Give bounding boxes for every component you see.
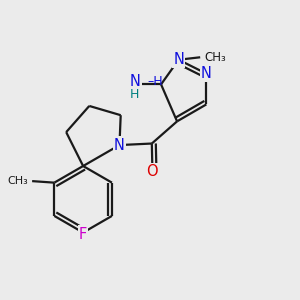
Text: O: O — [147, 164, 158, 179]
Text: H: H — [130, 88, 140, 101]
Text: CH₃: CH₃ — [205, 51, 226, 64]
Text: N: N — [201, 66, 212, 81]
Text: N: N — [114, 138, 125, 153]
Text: N: N — [129, 74, 140, 89]
Text: N: N — [173, 52, 184, 67]
Text: F: F — [79, 226, 87, 242]
Text: CH₃: CH₃ — [8, 176, 29, 186]
Text: –H: –H — [147, 75, 163, 88]
